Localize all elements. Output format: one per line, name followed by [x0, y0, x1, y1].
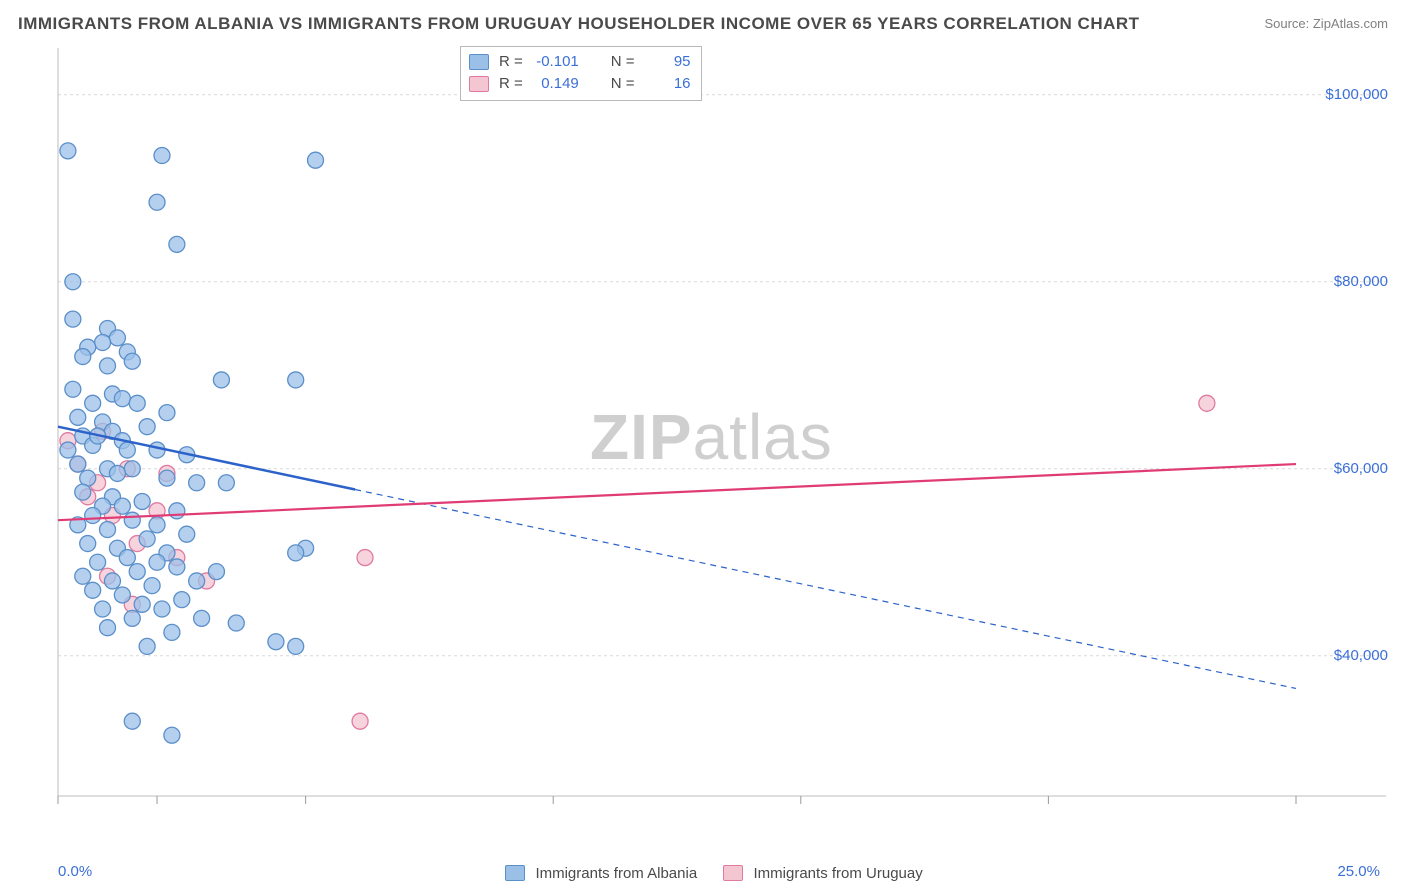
legend-label-albania: Immigrants from Albania — [535, 865, 697, 882]
source-attribution: Source: ZipAtlas.com — [1264, 16, 1388, 31]
y-tick-label: $40,000 — [1334, 647, 1388, 664]
stats-r-label: R = — [499, 51, 523, 73]
stats-n-value-uruguay: 16 — [645, 73, 691, 95]
stats-n-label: N = — [611, 51, 635, 73]
stats-swatch-uruguay — [469, 76, 489, 92]
stats-row-albania: R = -0.101 N = 95 — [469, 51, 691, 73]
y-tick-label: $80,000 — [1334, 273, 1388, 290]
chart-plot-area — [56, 46, 1386, 826]
bottom-legend: Immigrants from Albania Immigrants from … — [0, 865, 1406, 882]
stats-r-label: R = — [499, 73, 523, 95]
stats-row-uruguay: R = 0.149 N = 16 — [469, 73, 691, 95]
chart-svg — [56, 46, 1386, 826]
legend-swatch-uruguay — [723, 865, 743, 881]
legend-label-uruguay: Immigrants from Uruguay — [754, 865, 923, 882]
chart-title: IMMIGRANTS FROM ALBANIA VS IMMIGRANTS FR… — [18, 14, 1140, 34]
y-tick-label: $100,000 — [1325, 86, 1388, 103]
y-tick-label: $60,000 — [1334, 460, 1388, 477]
stats-n-value-albania: 95 — [645, 51, 691, 73]
correlation-stats-box: R = -0.101 N = 95 R = 0.149 N = 16 — [460, 46, 702, 101]
stats-r-value-albania: -0.101 — [533, 51, 579, 73]
stats-swatch-albania — [469, 54, 489, 70]
legend-swatch-albania — [505, 865, 525, 881]
stats-n-label: N = — [611, 73, 635, 95]
stats-r-value-uruguay: 0.149 — [533, 73, 579, 95]
